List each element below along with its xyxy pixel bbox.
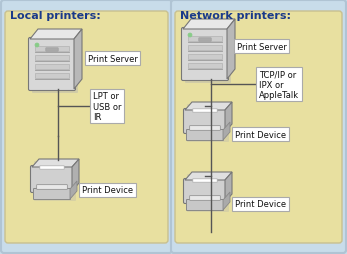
- Text: Local printers:: Local printers:: [10, 11, 101, 21]
- FancyBboxPatch shape: [193, 109, 217, 113]
- FancyBboxPatch shape: [190, 126, 220, 131]
- FancyBboxPatch shape: [35, 47, 69, 52]
- Polygon shape: [30, 30, 82, 40]
- FancyBboxPatch shape: [35, 56, 69, 61]
- FancyBboxPatch shape: [188, 64, 222, 69]
- Polygon shape: [183, 20, 235, 30]
- FancyBboxPatch shape: [188, 55, 222, 60]
- FancyBboxPatch shape: [37, 185, 67, 189]
- FancyBboxPatch shape: [46, 49, 58, 52]
- Polygon shape: [70, 181, 77, 199]
- Polygon shape: [223, 192, 230, 210]
- FancyBboxPatch shape: [188, 46, 222, 51]
- FancyBboxPatch shape: [31, 166, 74, 193]
- FancyBboxPatch shape: [34, 189, 70, 200]
- FancyBboxPatch shape: [187, 174, 229, 212]
- Text: Print Device: Print Device: [82, 186, 133, 195]
- Circle shape: [188, 34, 192, 38]
- Circle shape: [35, 44, 39, 48]
- Polygon shape: [225, 103, 232, 133]
- Text: Network printers:: Network printers:: [180, 11, 291, 21]
- FancyBboxPatch shape: [199, 39, 211, 42]
- FancyBboxPatch shape: [184, 109, 227, 134]
- Text: Print Device: Print Device: [235, 200, 286, 209]
- FancyBboxPatch shape: [190, 196, 220, 200]
- Text: Print Server: Print Server: [88, 54, 138, 63]
- Polygon shape: [223, 122, 230, 140]
- FancyBboxPatch shape: [188, 37, 222, 42]
- Polygon shape: [32, 159, 79, 167]
- FancyBboxPatch shape: [186, 200, 223, 211]
- Text: Print Server: Print Server: [237, 42, 287, 51]
- FancyBboxPatch shape: [186, 130, 223, 141]
- FancyBboxPatch shape: [175, 12, 342, 243]
- FancyBboxPatch shape: [40, 166, 64, 169]
- Polygon shape: [225, 172, 232, 202]
- Polygon shape: [185, 103, 232, 110]
- FancyBboxPatch shape: [35, 74, 69, 79]
- Text: LPT or
USB or
IR: LPT or USB or IR: [93, 92, 121, 121]
- FancyBboxPatch shape: [181, 28, 229, 81]
- FancyBboxPatch shape: [187, 105, 229, 142]
- Text: Print Device: Print Device: [235, 130, 286, 139]
- FancyBboxPatch shape: [184, 179, 227, 204]
- Polygon shape: [74, 30, 82, 90]
- Polygon shape: [72, 159, 79, 191]
- Text: TCP/IP or
IPX or
AppleTalk: TCP/IP or IPX or AppleTalk: [259, 70, 299, 100]
- FancyBboxPatch shape: [1, 1, 172, 253]
- FancyBboxPatch shape: [28, 38, 76, 91]
- Polygon shape: [185, 172, 232, 180]
- FancyBboxPatch shape: [185, 32, 231, 84]
- Polygon shape: [227, 20, 235, 80]
- FancyBboxPatch shape: [171, 1, 346, 253]
- FancyBboxPatch shape: [32, 42, 78, 94]
- FancyBboxPatch shape: [5, 12, 168, 243]
- FancyBboxPatch shape: [35, 65, 69, 70]
- FancyBboxPatch shape: [193, 179, 217, 182]
- FancyBboxPatch shape: [34, 161, 76, 201]
